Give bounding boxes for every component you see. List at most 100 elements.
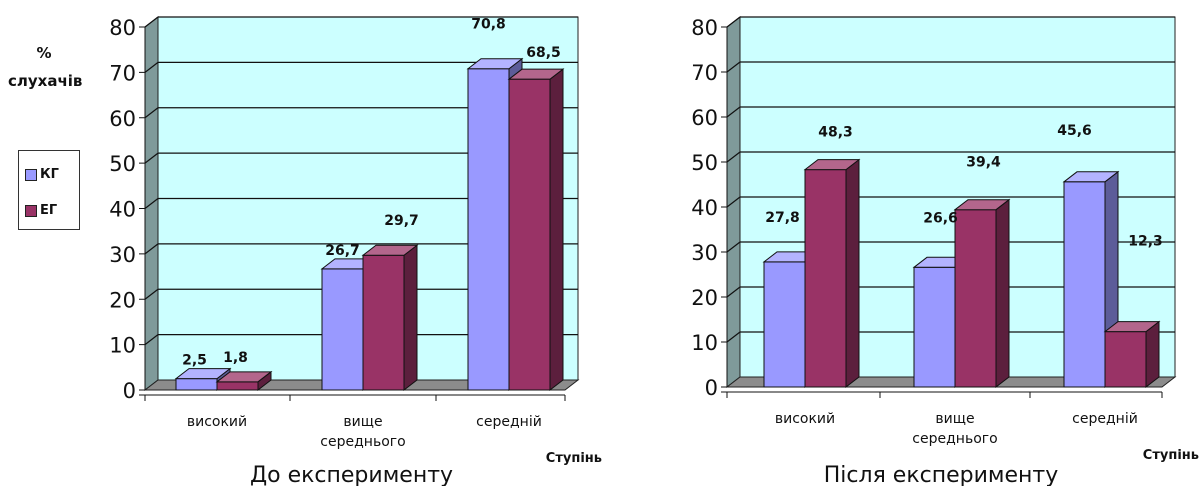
- bar-front: [321, 268, 364, 391]
- bar-front: [1104, 331, 1147, 388]
- y-axis-label: % слухачів: [8, 44, 83, 90]
- gridline-side: [726, 16, 741, 28]
- data-label: 70,8: [471, 17, 506, 33]
- x-tick-label: високий: [775, 411, 835, 427]
- y-tick-label: 40: [691, 196, 718, 220]
- y-tick-label: 0: [123, 379, 136, 403]
- x-tick-label: високий: [187, 414, 247, 430]
- gridline-side: [726, 196, 741, 208]
- x-tick-label: вище: [935, 411, 974, 427]
- gridline-side: [144, 152, 159, 164]
- bar: [361, 244, 419, 392]
- bar-side: [845, 158, 860, 389]
- legend-label-kg: КГ: [40, 167, 59, 182]
- bar-top: [1103, 321, 1161, 333]
- data-label: 26,6: [923, 210, 958, 226]
- chart-title: Після експерименту: [824, 463, 1059, 486]
- bar: [215, 370, 273, 392]
- bar-top: [953, 199, 1011, 211]
- bar-front: [763, 261, 806, 388]
- data-label: 68,5: [526, 45, 561, 61]
- legend: КГ ЕГ: [18, 150, 80, 230]
- chart-before: 0 10 20 30 40 50 60 70 80 2,5 26,7 70,8 1,8 29,7 68,5 в…: [109, 15, 602, 486]
- legend-item-kg: КГ: [25, 167, 59, 182]
- y-tick-label: 10: [691, 331, 718, 355]
- bar: [803, 158, 861, 389]
- x-tick-label: середнього: [912, 431, 997, 447]
- gridline-side: [144, 243, 159, 255]
- legend-swatch-eg: [25, 204, 37, 217]
- bar-front: [467, 68, 510, 391]
- bar: [507, 68, 565, 392]
- data-label: 12,3: [1128, 234, 1163, 250]
- x-axis-title: Ступінь: [546, 451, 602, 466]
- data-label: 29,7: [384, 213, 419, 229]
- bar-side: [1145, 320, 1160, 389]
- bar-side: [403, 244, 418, 392]
- y-tick-label: 40: [109, 198, 136, 222]
- y-tick-label: 70: [109, 61, 136, 85]
- legend-item-eg: ЕГ: [25, 203, 57, 218]
- chart-title: До експерименту: [250, 463, 453, 486]
- y-tick-label: 80: [109, 16, 136, 40]
- y-tick-label: 50: [109, 152, 136, 176]
- data-label: 2,5: [182, 353, 207, 369]
- gridline-side: [144, 107, 159, 119]
- gridline-side: [726, 331, 741, 343]
- data-label: 27,8: [765, 210, 800, 226]
- x-tick-label: вище: [343, 414, 382, 430]
- y-tick-label: 30: [691, 241, 718, 265]
- data-label: 45,6: [1057, 123, 1092, 139]
- y-axis-label-line-2: слухачів: [8, 72, 83, 90]
- y-tick-label: 0: [705, 376, 718, 400]
- bar-top: [1062, 171, 1120, 183]
- bar-top: [466, 58, 524, 70]
- y-tick-label: 80: [691, 16, 718, 40]
- bar-top: [174, 368, 232, 380]
- data-label: 1,8: [223, 350, 248, 366]
- gridline-side: [726, 61, 741, 73]
- bar: [953, 198, 1011, 389]
- bar-front: [954, 209, 997, 388]
- gridline-side: [726, 286, 741, 298]
- bar-front: [1063, 181, 1106, 388]
- bar-top: [361, 244, 419, 256]
- y-tick-label: 30: [109, 243, 136, 267]
- bar-top: [215, 371, 273, 383]
- bar-side: [549, 68, 564, 392]
- y-tick-label: 10: [109, 334, 136, 358]
- bar-front: [508, 78, 551, 391]
- x-tick-label: середній: [1072, 411, 1138, 427]
- data-label: 48,3: [818, 125, 853, 141]
- gridline-side: [726, 106, 741, 118]
- x-tick-label: середній: [476, 414, 542, 430]
- gridline-side: [144, 16, 159, 28]
- legend-swatch-kg: [25, 168, 37, 181]
- bar-top: [507, 68, 565, 80]
- y-tick-label: 20: [109, 288, 136, 312]
- bar-side: [995, 198, 1010, 389]
- bar-top: [803, 159, 861, 171]
- y-tick-label: 20: [691, 286, 718, 310]
- x-axis-title: Ступінь: [1143, 448, 1199, 463]
- gridline-side: [144, 334, 159, 346]
- bar-front: [216, 381, 259, 391]
- y-tick-label: 50: [691, 151, 718, 175]
- data-label: 26,7: [325, 243, 360, 259]
- gridline-side: [144, 61, 159, 73]
- y-tick-label: 60: [691, 106, 718, 130]
- x-tick-label: середнього: [320, 434, 405, 450]
- gridline-side: [144, 198, 159, 209]
- data-label: 39,4: [966, 155, 1001, 171]
- y-tick-label: 60: [109, 107, 136, 131]
- gridline-side: [726, 241, 741, 253]
- gridline-side: [726, 151, 741, 163]
- bar: [1103, 320, 1161, 389]
- legend-label-eg: ЕГ: [40, 203, 58, 218]
- y-tick-label: 70: [691, 61, 718, 85]
- gridline-side: [144, 288, 159, 300]
- bar-front: [804, 169, 847, 388]
- y-axis-label-line-1: %: [36, 44, 52, 62]
- bar-front: [362, 254, 405, 391]
